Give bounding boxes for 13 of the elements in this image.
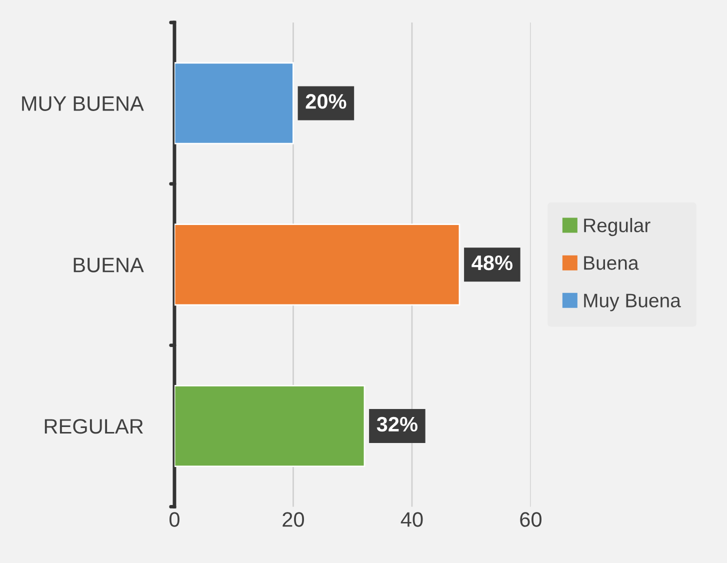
y-tick-label: BUENA	[74, 258, 144, 272]
x-tick-label: 0	[170, 512, 180, 527]
y-tick-label: REGULAR	[44, 419, 143, 434]
legend-label: Muy Buena	[584, 294, 681, 312]
x-tick-label: 20	[282, 512, 304, 527]
x-tick-label: 60	[520, 512, 542, 527]
x-tick-label: 40	[400, 512, 423, 527]
data-label: 48%	[472, 255, 512, 270]
legend-label: Buena	[584, 256, 639, 270]
data-label: 32%	[376, 416, 418, 432]
data-label: 20%	[306, 94, 346, 109]
legend-label: Regular	[584, 218, 650, 236]
y-tick-label: MUY BUENA	[22, 96, 144, 111]
